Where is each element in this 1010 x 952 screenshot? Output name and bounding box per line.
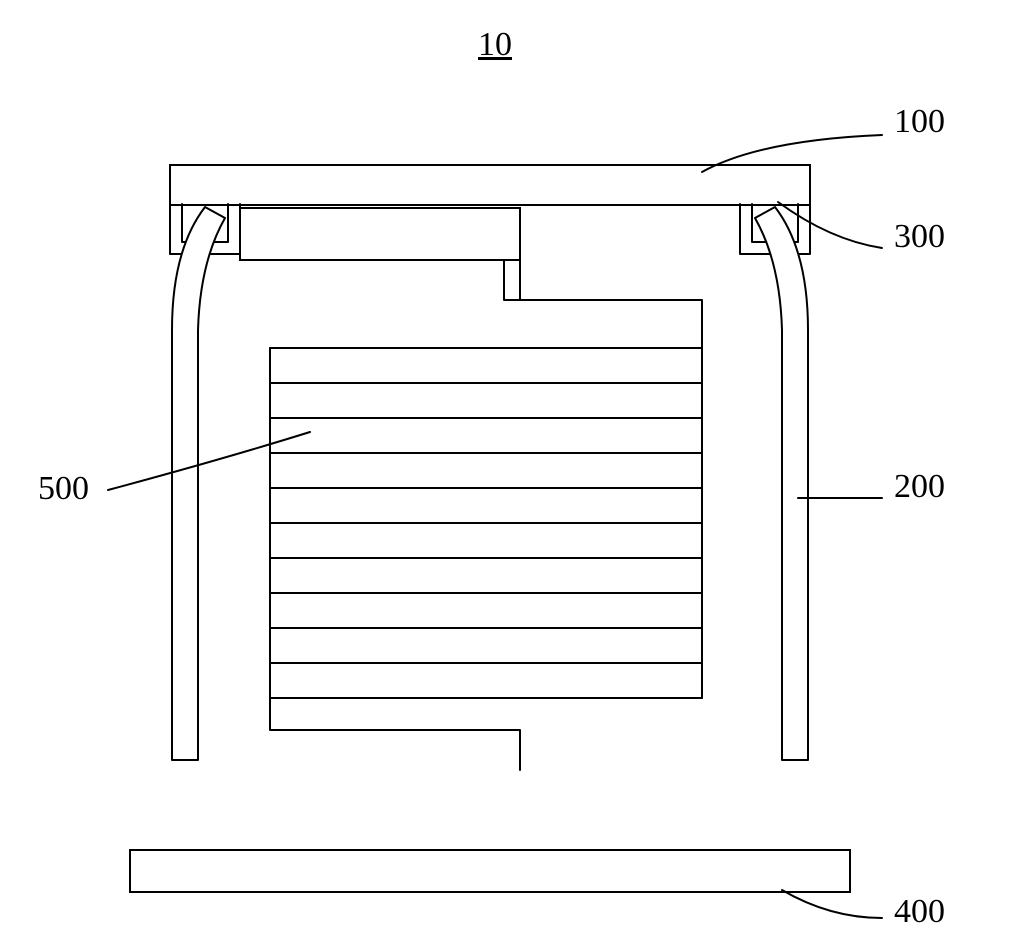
- leader-400: [782, 890, 882, 918]
- top-plate-100: [170, 165, 810, 205]
- figure-title: 10: [478, 26, 512, 64]
- center-beam: [240, 208, 520, 260]
- label-500: 500: [38, 470, 89, 508]
- right-pipe-200: [755, 207, 808, 760]
- coil-bottom-lead: [270, 698, 520, 770]
- center-beam-tab: [504, 260, 520, 300]
- label-100: 100: [894, 103, 945, 141]
- bottom-plate-400: [130, 850, 850, 892]
- coil-top-lead: [520, 260, 702, 348]
- diagram-svg: [0, 0, 1010, 952]
- label-300: 300: [894, 218, 945, 256]
- label-200: 200: [894, 468, 945, 506]
- left-pipe-200: [172, 207, 225, 760]
- label-400: 400: [894, 893, 945, 931]
- leader-100: [702, 135, 882, 172]
- leader-500: [108, 432, 310, 490]
